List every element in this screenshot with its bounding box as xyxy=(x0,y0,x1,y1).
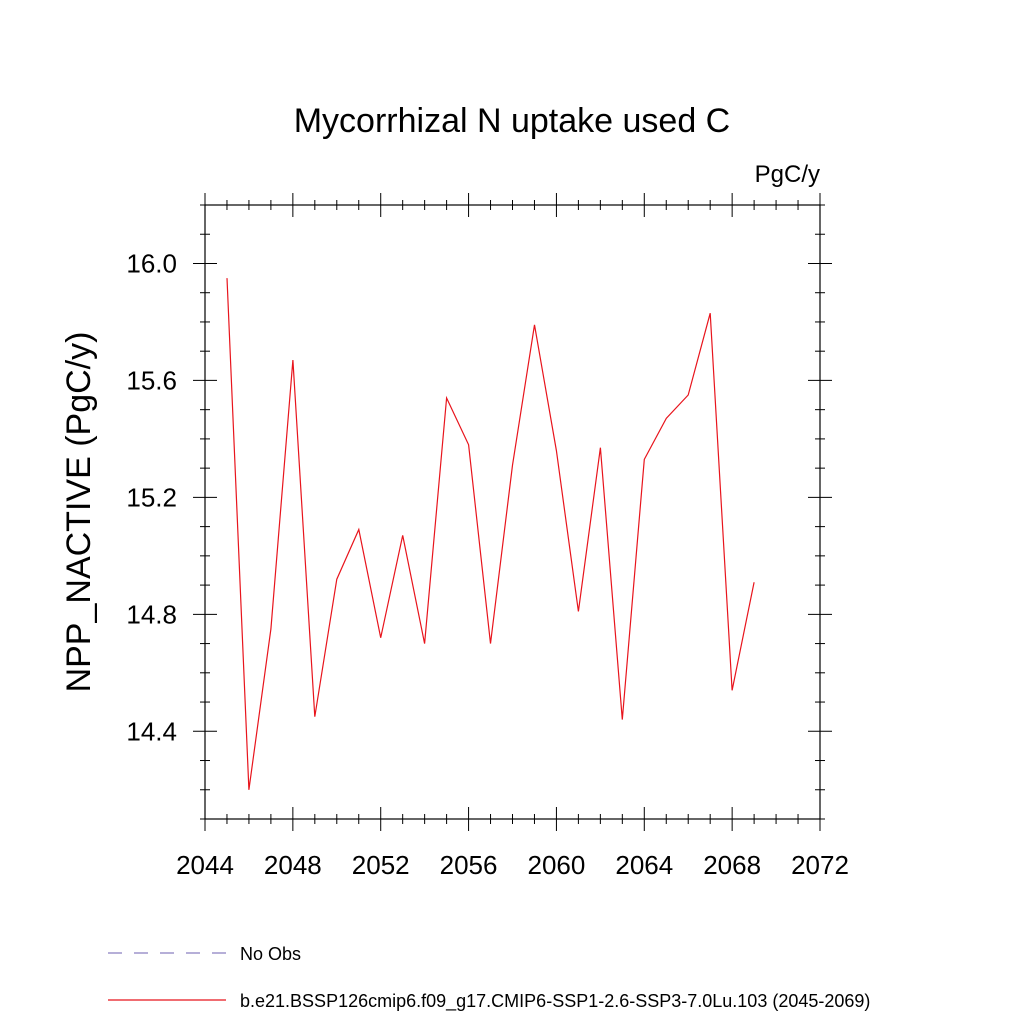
series-line-0 xyxy=(226,278,755,790)
x-tick-label: 2052 xyxy=(352,850,410,880)
units-label: PgC/y xyxy=(755,161,820,188)
x-tick-label: 2044 xyxy=(176,850,234,880)
y-tick-label: 14.4 xyxy=(126,716,177,746)
plot-frame xyxy=(204,204,821,820)
y-tick-label: 16.0 xyxy=(126,248,177,278)
chart-title: Mycorrhizal N uptake used C xyxy=(294,102,731,140)
x-tick-label: 2048 xyxy=(264,850,322,880)
x-tick-label: 2068 xyxy=(703,850,761,880)
legend-label-0: No Obs xyxy=(240,944,301,964)
legend-label-1: b.e21.BSSP126cmip6.f09_g17.CMIP6-SSP1-2.… xyxy=(240,991,870,1012)
y-tick-label: 14.8 xyxy=(126,599,177,629)
x-tick-label: 2060 xyxy=(528,850,586,880)
y-tick-label: 15.6 xyxy=(126,365,177,395)
x-tick-label: 2056 xyxy=(440,850,498,880)
series-layer xyxy=(226,278,755,790)
axes: 2044 2048 2052 2056 2060 2064 2068 2072 14.4 14.8… xyxy=(126,193,849,880)
x-tick-label: 2064 xyxy=(615,850,673,880)
y-tick-label: 15.2 xyxy=(126,482,177,512)
x-tick-label: 2072 xyxy=(791,850,849,880)
legend: No Obs b.e21.BSSP126cmip6.f09_g17.CMIP6-S… xyxy=(108,944,870,1012)
y-axis-label: NPP_NACTIVE (PgC/y) xyxy=(60,332,98,693)
